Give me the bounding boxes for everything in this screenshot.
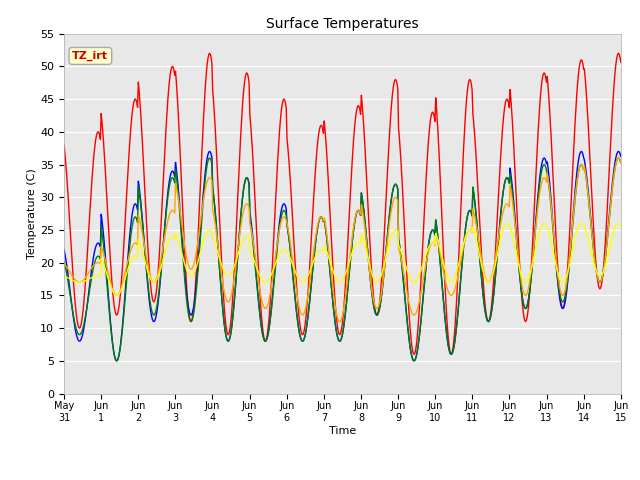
IRT Ground [184, 301, 192, 307]
Floor Tair [70, 316, 78, 322]
X-axis label: Time: Time [329, 426, 356, 436]
Tower TAir [336, 319, 344, 324]
Tower TAir [428, 241, 435, 247]
Floor Tair [617, 160, 625, 166]
IRT Canopy [70, 319, 78, 325]
IRT Canopy [428, 228, 436, 233]
Text: TZ_irt: TZ_irt [72, 51, 108, 61]
TsoilD_2cm [60, 273, 68, 279]
Floor Tair [205, 155, 213, 161]
Floor Tair [412, 356, 419, 361]
IRT Ground [410, 351, 418, 357]
Floor Tair [185, 312, 193, 318]
Floor Tair [60, 259, 68, 264]
Tower TAir [614, 155, 622, 161]
Floor Tair [428, 228, 436, 233]
TsoilD_2cm [503, 220, 511, 226]
Line: Floor Tair: Floor Tair [64, 158, 621, 361]
IRT Canopy [215, 256, 223, 262]
Legend: IRT Ground, IRT Canopy, Floor Tair, Tower TAir, TsoilD_2cm: IRT Ground, IRT Canopy, Floor Tair, Towe… [106, 478, 579, 480]
IRT Canopy [60, 247, 68, 252]
TsoilD_2cm [214, 251, 222, 256]
IRT Ground [60, 142, 68, 148]
Title: Surface Temperatures: Surface Temperatures [266, 17, 419, 31]
IRT Ground [205, 50, 213, 56]
IRT Canopy [205, 148, 213, 154]
IRT Canopy [412, 356, 419, 361]
IRT Ground [428, 110, 436, 116]
TsoilD_2cm [185, 271, 193, 277]
Line: IRT Canopy: IRT Canopy [64, 151, 621, 361]
Line: TsoilD_2cm: TsoilD_2cm [64, 223, 621, 295]
Floor Tair [128, 224, 136, 229]
Floor Tair [215, 256, 223, 262]
TsoilD_2cm [70, 278, 78, 284]
Tower TAir [70, 276, 78, 281]
IRT Canopy [128, 211, 136, 217]
IRT Ground [617, 60, 625, 65]
IRT Ground [127, 119, 135, 124]
Tower TAir [214, 237, 221, 243]
IRT Canopy [617, 154, 625, 159]
IRT Ground [214, 184, 222, 190]
IRT Ground [412, 348, 419, 353]
TsoilD_2cm [411, 279, 419, 285]
Y-axis label: Temperature (C): Temperature (C) [28, 168, 37, 259]
Tower TAir [184, 260, 192, 266]
TsoilD_2cm [128, 256, 136, 262]
Tower TAir [617, 160, 625, 166]
IRT Ground [70, 287, 78, 293]
Tower TAir [411, 312, 419, 318]
Line: Tower TAir: Tower TAir [64, 158, 621, 322]
IRT Canopy [113, 358, 120, 364]
Tower TAir [60, 261, 68, 267]
TsoilD_2cm [617, 223, 625, 228]
TsoilD_2cm [113, 292, 120, 298]
TsoilD_2cm [428, 241, 435, 247]
Floor Tair [113, 358, 120, 364]
Tower TAir [127, 246, 135, 252]
IRT Canopy [185, 306, 193, 312]
Line: IRT Ground: IRT Ground [64, 53, 621, 354]
